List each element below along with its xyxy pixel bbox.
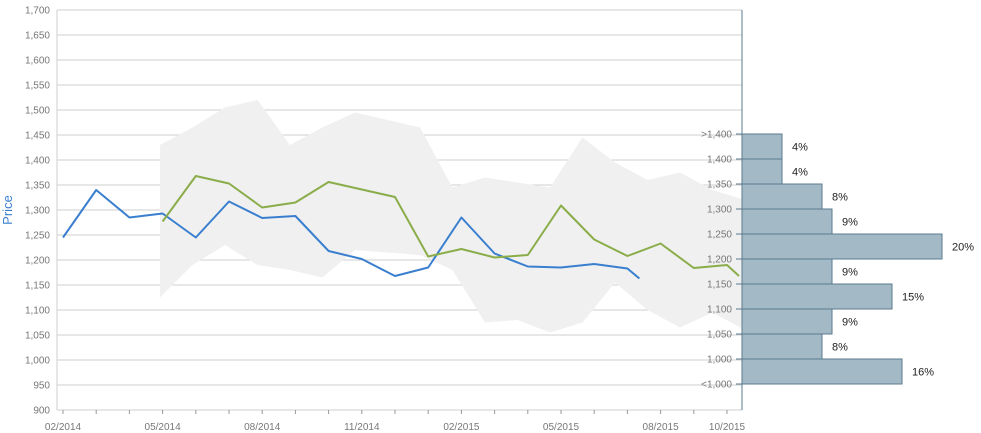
y-tick-label: 1,150 — [25, 281, 50, 292]
y-tick-label: 900 — [33, 406, 50, 417]
x-tick-label: 05/2014 — [145, 422, 182, 433]
y-tick-label: 1,250 — [25, 231, 50, 242]
histogram-bar — [741, 333, 823, 360]
histogram-bar — [741, 233, 943, 260]
histogram-bin-label: 1,100 — [707, 305, 732, 316]
y-tick-label: 1,400 — [25, 156, 50, 167]
y-tick-label: 1,450 — [25, 131, 50, 142]
x-tick-label: 10/2015 — [709, 422, 746, 433]
histogram-percent-label: 16% — [912, 367, 934, 379]
histogram-bin-label: 1,400 — [707, 155, 732, 166]
x-tick-label: 02/2015 — [443, 422, 480, 433]
series-line-1 — [62, 189, 641, 280]
y-tick-label: 1,100 — [25, 306, 50, 317]
histogram-percent-label: 9% — [842, 217, 858, 229]
histogram-bar — [741, 258, 833, 285]
y-tick-label: 1,000 — [25, 356, 50, 367]
histogram-bin-label: 1,200 — [707, 255, 732, 266]
x-tick-label: 11/2014 — [344, 422, 380, 433]
histogram-bar — [741, 158, 783, 185]
histogram-percent-label: 9% — [842, 317, 858, 329]
histogram-percent-label: 8% — [832, 192, 848, 204]
histogram-bin-label: 1,350 — [707, 180, 732, 191]
series-line-2 — [161, 175, 740, 277]
histogram-bar — [741, 183, 823, 210]
histogram-bar — [741, 133, 783, 160]
histogram-bar — [741, 208, 833, 235]
y-tick-label: 1,050 — [25, 331, 50, 342]
histogram-percent-label: 9% — [842, 267, 858, 279]
y-tick-label: 1,550 — [25, 81, 50, 92]
histogram-bin-label: >1,400 — [701, 130, 732, 141]
histogram-bar — [741, 308, 833, 335]
y-tick-label: 1,600 — [25, 56, 50, 67]
histogram-bin-label: 1,150 — [707, 280, 732, 291]
histogram-bin-label: 1,300 — [707, 205, 732, 216]
x-tick-label: 08/2014 — [244, 422, 281, 433]
y-axis-label: Price — [0, 195, 15, 225]
y-tick-label: 1,650 — [25, 31, 50, 42]
histogram-bin-label: 1,050 — [707, 330, 732, 341]
histogram-percent-label: 20% — [952, 242, 974, 254]
x-tick-label: 08/2015 — [643, 422, 680, 433]
histogram-bar — [741, 283, 893, 310]
y-tick-label: 1,700 — [25, 6, 50, 17]
y-tick-label: 1,350 — [25, 181, 50, 192]
y-tick-label: 1,500 — [25, 106, 50, 117]
histogram-bin-label: 1,000 — [707, 355, 732, 366]
histogram-bar — [741, 358, 903, 385]
histogram-percent-label: 15% — [902, 292, 924, 304]
y-tick-label: 1,200 — [25, 256, 50, 267]
x-tick-label: 05/2015 — [543, 422, 580, 433]
y-tick-label: 950 — [33, 381, 50, 392]
histogram-percent-label: 4% — [792, 167, 808, 179]
y-tick-label: 1,300 — [25, 206, 50, 217]
histogram-percent-label: 4% — [792, 142, 808, 154]
histogram-percent-label: 8% — [832, 342, 848, 354]
x-tick-label: 02/2014 — [45, 422, 82, 433]
histogram-bin-label: 1,250 — [707, 230, 732, 241]
forecast-range-band — [160, 100, 745, 333]
histogram-bottom-label: <1,000 — [701, 380, 732, 391]
